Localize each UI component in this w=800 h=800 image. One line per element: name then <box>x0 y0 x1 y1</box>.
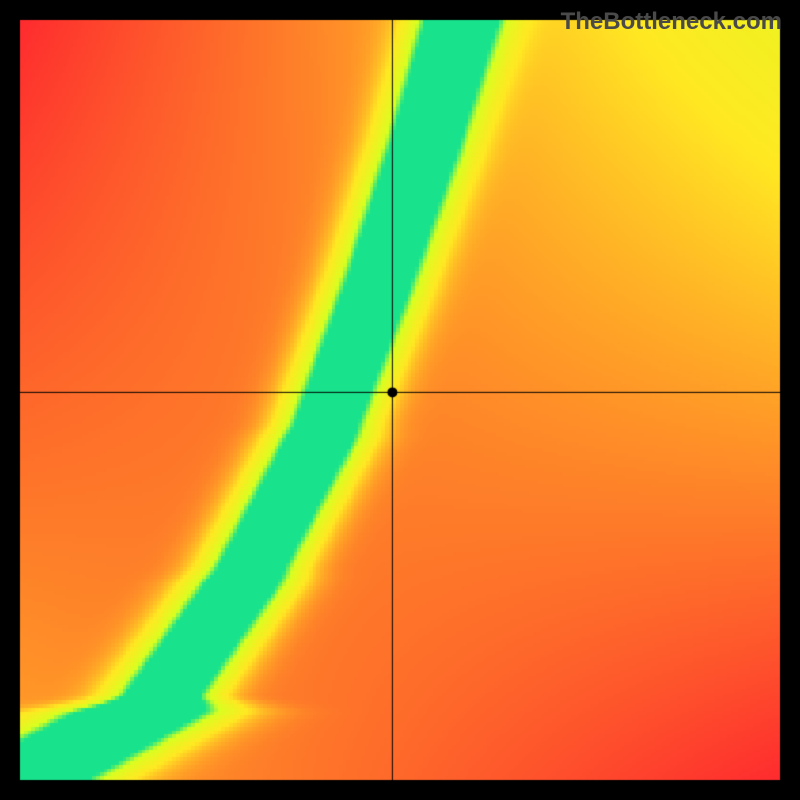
heatmap-canvas <box>0 0 800 800</box>
watermark-text: TheBottleneck.com <box>561 8 782 36</box>
chart-root: TheBottleneck.com <box>0 0 800 800</box>
